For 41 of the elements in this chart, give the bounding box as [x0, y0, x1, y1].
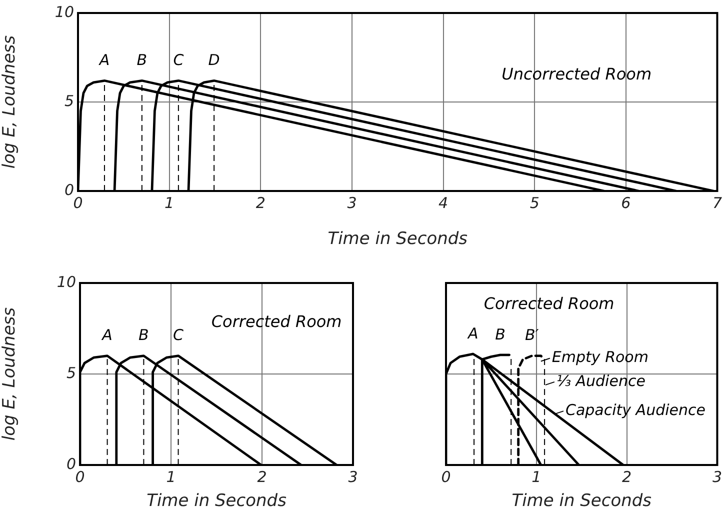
x-tick-label: 4: [438, 194, 448, 212]
x-tick-label: 1: [532, 468, 542, 486]
text: Uncorrected Room: [502, 64, 652, 84]
y-tick-label: 0: [66, 454, 76, 473]
y-tick-label: 0: [64, 180, 74, 199]
x-tick-label: 2: [256, 194, 266, 212]
series-label: A: [101, 326, 112, 344]
annotation: ⅓ Audience: [556, 372, 646, 390]
text: Corrected Room: [211, 312, 342, 332]
x-tick-label: 3: [712, 468, 722, 486]
x-tick-label: 2: [622, 468, 632, 486]
x-tick-label: 7: [712, 194, 722, 212]
annotation: Capacity Audience: [565, 400, 706, 419]
x-tick-label: 0: [441, 468, 451, 486]
series-label: C: [173, 326, 184, 344]
x-tick-label: 1: [164, 194, 174, 212]
y-axis-title: log E, Loudness: [0, 307, 20, 441]
series-label: A: [98, 51, 110, 70]
series-label: B: [136, 51, 148, 70]
x-tick-label: 3: [347, 194, 357, 212]
annotation: Empty Room: [552, 348, 648, 366]
x-tick-label: 1: [166, 468, 176, 486]
y-axis-title: log E, Loudness: [0, 35, 20, 169]
x-axis-title: Time in Seconds: [146, 491, 287, 512]
x-tick-label: 5: [530, 194, 540, 212]
y-tick-label: 5: [64, 92, 74, 110]
text: Corrected Room: [484, 294, 614, 313]
series-label: B′: [525, 326, 540, 344]
x-tick-label: 2: [257, 468, 267, 486]
series-label: A: [466, 324, 478, 342]
x-tick-label: 6: [621, 194, 631, 212]
y-tick-label: 10: [54, 2, 74, 21]
x-axis-title: Time in Seconds: [512, 491, 652, 512]
series-label: B: [495, 325, 506, 344]
series-label: D: [208, 51, 220, 70]
y-tick-label: 10: [56, 272, 76, 291]
series-label: C: [173, 51, 184, 70]
x-axis-title: Time in Seconds: [328, 229, 468, 250]
y-tick-label: 5: [66, 364, 76, 382]
series-label: B: [138, 326, 149, 344]
x-tick-label: 3: [348, 468, 358, 486]
